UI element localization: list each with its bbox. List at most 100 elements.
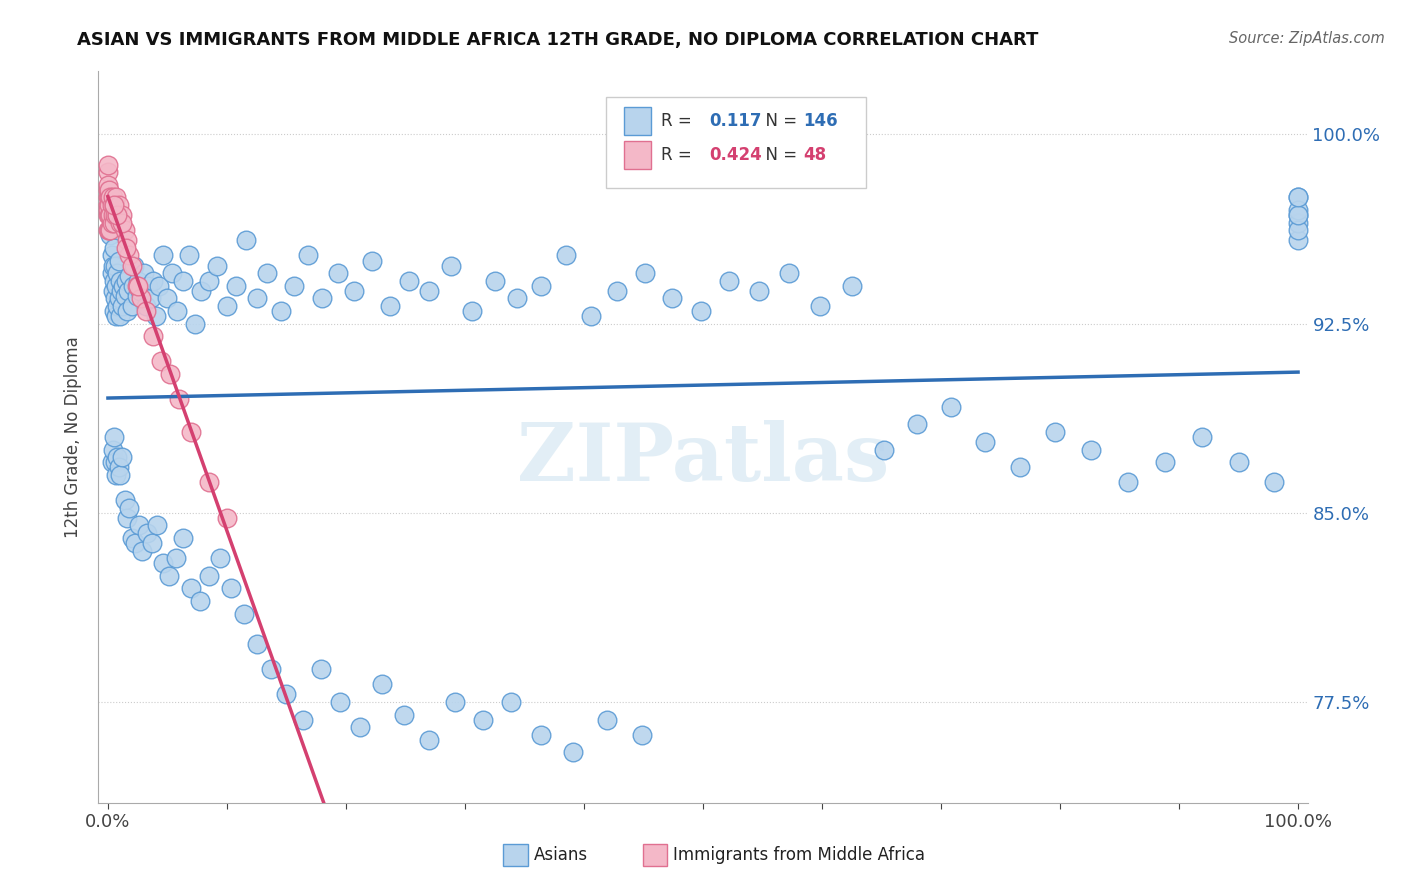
Point [232, 607, 254, 621]
Point [107, 460, 129, 475]
Point [115, 510, 138, 524]
Point [98, 208, 121, 222]
Point [156, 291, 179, 305]
Point [117, 284, 139, 298]
Point [100, 248, 122, 262]
Point [125, 278, 148, 293]
Point [107, 291, 129, 305]
Text: ASIAN VS IMMIGRANTS FROM MIDDLE AFRICA 12TH GRADE, NO DIPLOMA CORRELATION CHART: ASIAN VS IMMIGRANTS FROM MIDDLE AFRICA 1… [77, 31, 1039, 49]
Point [329, 695, 352, 709]
Point [124, 536, 146, 550]
Point [180, 425, 202, 439]
Point [484, 274, 506, 288]
Point [103, 274, 125, 288]
Point [188, 594, 211, 608]
Point [841, 278, 863, 293]
Point [159, 367, 181, 381]
Point [138, 278, 160, 293]
Point [97, 183, 120, 197]
Point [1008, 460, 1031, 475]
Point [97, 203, 120, 218]
Text: Immigrants from Middle Africa: Immigrants from Middle Africa [672, 847, 925, 864]
Point [98, 198, 121, 212]
Point [631, 728, 654, 742]
Point [127, 274, 149, 288]
Point [343, 284, 366, 298]
Point [97, 165, 120, 179]
Point [115, 304, 138, 318]
Point [103, 198, 125, 212]
Point [152, 248, 174, 262]
Point [121, 259, 143, 273]
Point [215, 299, 238, 313]
Point [107, 266, 129, 280]
Point [103, 241, 125, 255]
Point [101, 284, 124, 298]
Point [142, 329, 165, 343]
Point [394, 707, 416, 722]
Point [141, 536, 163, 550]
Point [104, 259, 127, 273]
Text: Source: ZipAtlas.com: Source: ZipAtlas.com [1229, 31, 1385, 46]
FancyBboxPatch shape [624, 141, 651, 169]
Point [689, 304, 711, 318]
Point [256, 266, 278, 280]
Point [1286, 216, 1309, 230]
Point [104, 208, 127, 222]
Point [114, 223, 136, 237]
Point [110, 284, 132, 298]
Point [225, 278, 247, 293]
Point [108, 274, 131, 288]
Point [555, 248, 578, 262]
Point [1263, 475, 1285, 490]
Point [1153, 455, 1175, 469]
Point [104, 291, 127, 305]
Point [292, 713, 315, 727]
Point [129, 291, 152, 305]
Point [131, 543, 153, 558]
Point [148, 278, 170, 293]
Point [98, 223, 121, 237]
Point [118, 268, 141, 283]
Point [718, 274, 741, 288]
Point [177, 248, 200, 262]
FancyBboxPatch shape [643, 845, 666, 866]
Point [444, 695, 467, 709]
Point [326, 266, 349, 280]
Point [808, 299, 831, 313]
Point [276, 687, 298, 701]
Point [97, 158, 120, 172]
Point [114, 274, 136, 288]
Point [169, 392, 191, 407]
Text: Asians: Asians [534, 847, 588, 864]
Point [127, 278, 149, 293]
Point [97, 208, 120, 222]
Point [122, 278, 145, 293]
Point [595, 713, 617, 727]
Point [184, 317, 207, 331]
Point [150, 354, 173, 368]
Point [506, 291, 529, 305]
Point [1286, 190, 1309, 204]
Text: 0.117: 0.117 [709, 112, 762, 130]
Text: 146: 146 [803, 112, 838, 130]
Point [260, 662, 283, 676]
Point [114, 241, 136, 255]
Point [98, 223, 121, 237]
Point [111, 450, 134, 465]
Point [172, 274, 194, 288]
Point [112, 278, 135, 293]
Point [114, 289, 136, 303]
Point [418, 732, 440, 747]
Point [97, 223, 120, 237]
Point [166, 304, 188, 318]
Point [145, 518, 167, 533]
Point [139, 291, 162, 305]
FancyBboxPatch shape [624, 107, 651, 135]
Point [297, 248, 319, 262]
Point [778, 266, 800, 280]
Text: 48: 48 [803, 145, 827, 164]
Point [103, 304, 125, 318]
Point [114, 493, 136, 508]
Text: N =: N = [755, 112, 803, 130]
